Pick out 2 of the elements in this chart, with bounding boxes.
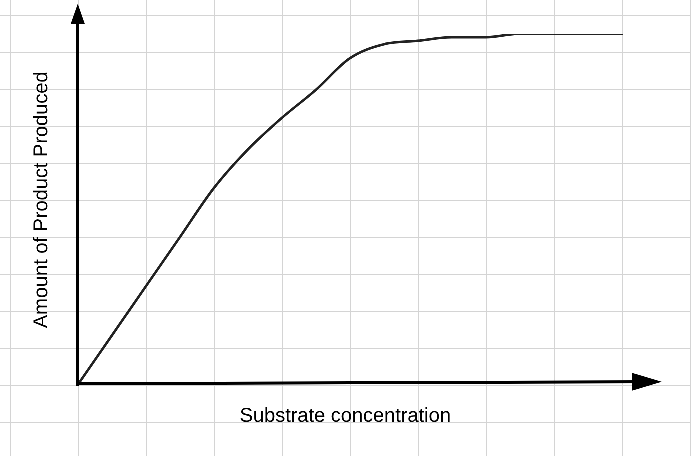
y-axis-title: Amount of Product Produced — [30, 72, 54, 328]
x-axis-title: Substrate concentration — [238, 405, 452, 428]
